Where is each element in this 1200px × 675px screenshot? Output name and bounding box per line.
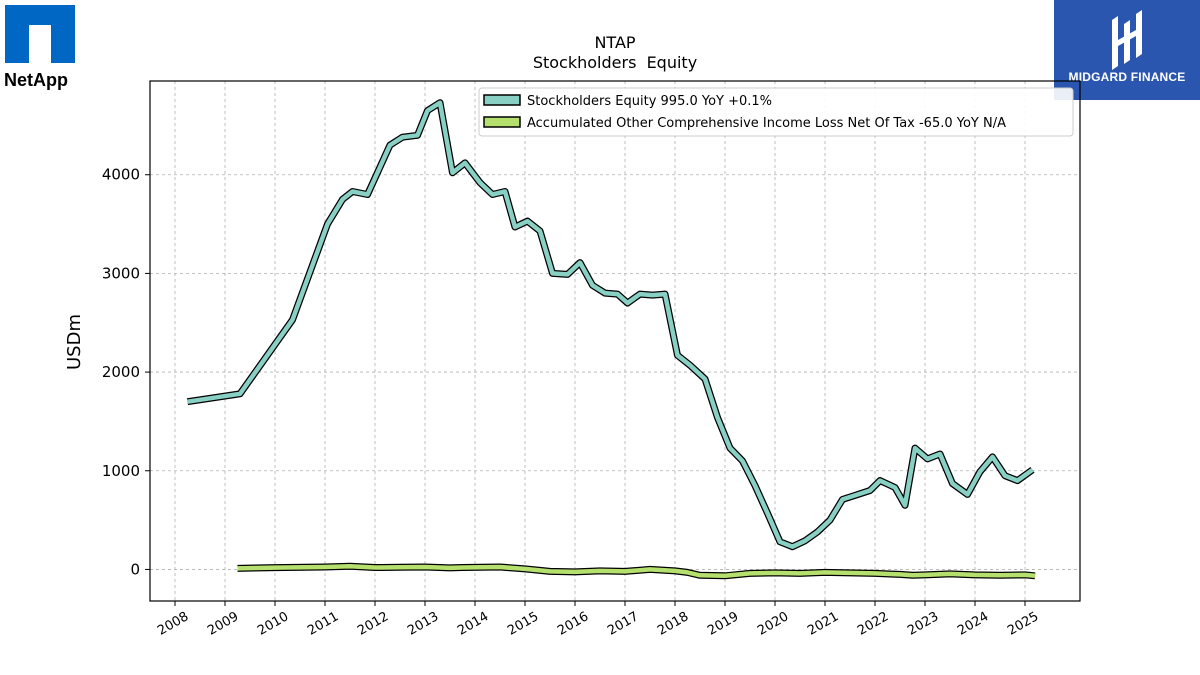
midgard-finance-logo: MIDGARD FINANCE — [1054, 0, 1200, 100]
legend-box — [478, 87, 1074, 137]
y-axis-label: USDm — [64, 314, 85, 370]
x-tick-label: 2018 — [655, 609, 691, 639]
netapp-logo-icon — [5, 5, 75, 63]
chart-subtitle: Stockholders Equity — [533, 53, 697, 72]
midgard-logo-icon — [1112, 10, 1142, 70]
x-tick-label: 2010 — [255, 609, 291, 639]
series-line — [187, 100, 1034, 549]
legend-swatch — [483, 116, 521, 128]
x-tick-label: 2021 — [805, 609, 841, 639]
x-tick-label: 2024 — [955, 609, 991, 639]
x-tick-label: 2011 — [305, 609, 341, 639]
chart-title: NTAP — [594, 33, 635, 52]
y-tick-label: 1000 — [102, 462, 140, 480]
midgard-logo-text: MIDGARD FINANCE — [1068, 70, 1186, 84]
legend-label: Stockholders Equity 995.0 YoY +0.1% — [527, 94, 772, 109]
x-tick-label: 2015 — [505, 609, 541, 639]
x-tick-label: 2008 — [155, 609, 191, 639]
y-tick-label: 3000 — [102, 264, 140, 282]
x-tick-label: 2017 — [605, 609, 641, 639]
x-tick-label: 2009 — [205, 609, 241, 639]
x-tick-label: 2023 — [905, 609, 941, 639]
x-tick-label: 2022 — [855, 609, 891, 639]
y-tick-label: 0 — [130, 560, 140, 578]
series-lines — [186, 99, 1036, 580]
netapp-logo-text: NetApp — [4, 70, 68, 90]
y-tick-label: 4000 — [102, 166, 140, 184]
x-tick-label: 2016 — [555, 609, 591, 639]
plot-frame — [149, 80, 1081, 602]
y-tick-label: 2000 — [102, 363, 140, 381]
legend: Stockholders Equity 995.0 YoY +0.1% Accum… — [478, 87, 1074, 137]
series-line — [237, 564, 1036, 579]
x-tick-label: 2020 — [755, 609, 791, 639]
legend-swatch — [483, 94, 521, 106]
legend-label: Accumulated Other Comprehensive Income L… — [527, 116, 1006, 131]
netapp-logo: NetApp — [4, 4, 80, 94]
x-tick-label: 2025 — [1005, 609, 1041, 639]
x-tick-label: 2014 — [455, 609, 491, 639]
grid-lines — [150, 81, 1080, 601]
x-tick-label: 2012 — [355, 609, 391, 639]
series-line-outline — [186, 99, 1035, 551]
x-tick-label: 2013 — [405, 609, 441, 639]
x-tick-label: 2019 — [705, 609, 741, 639]
